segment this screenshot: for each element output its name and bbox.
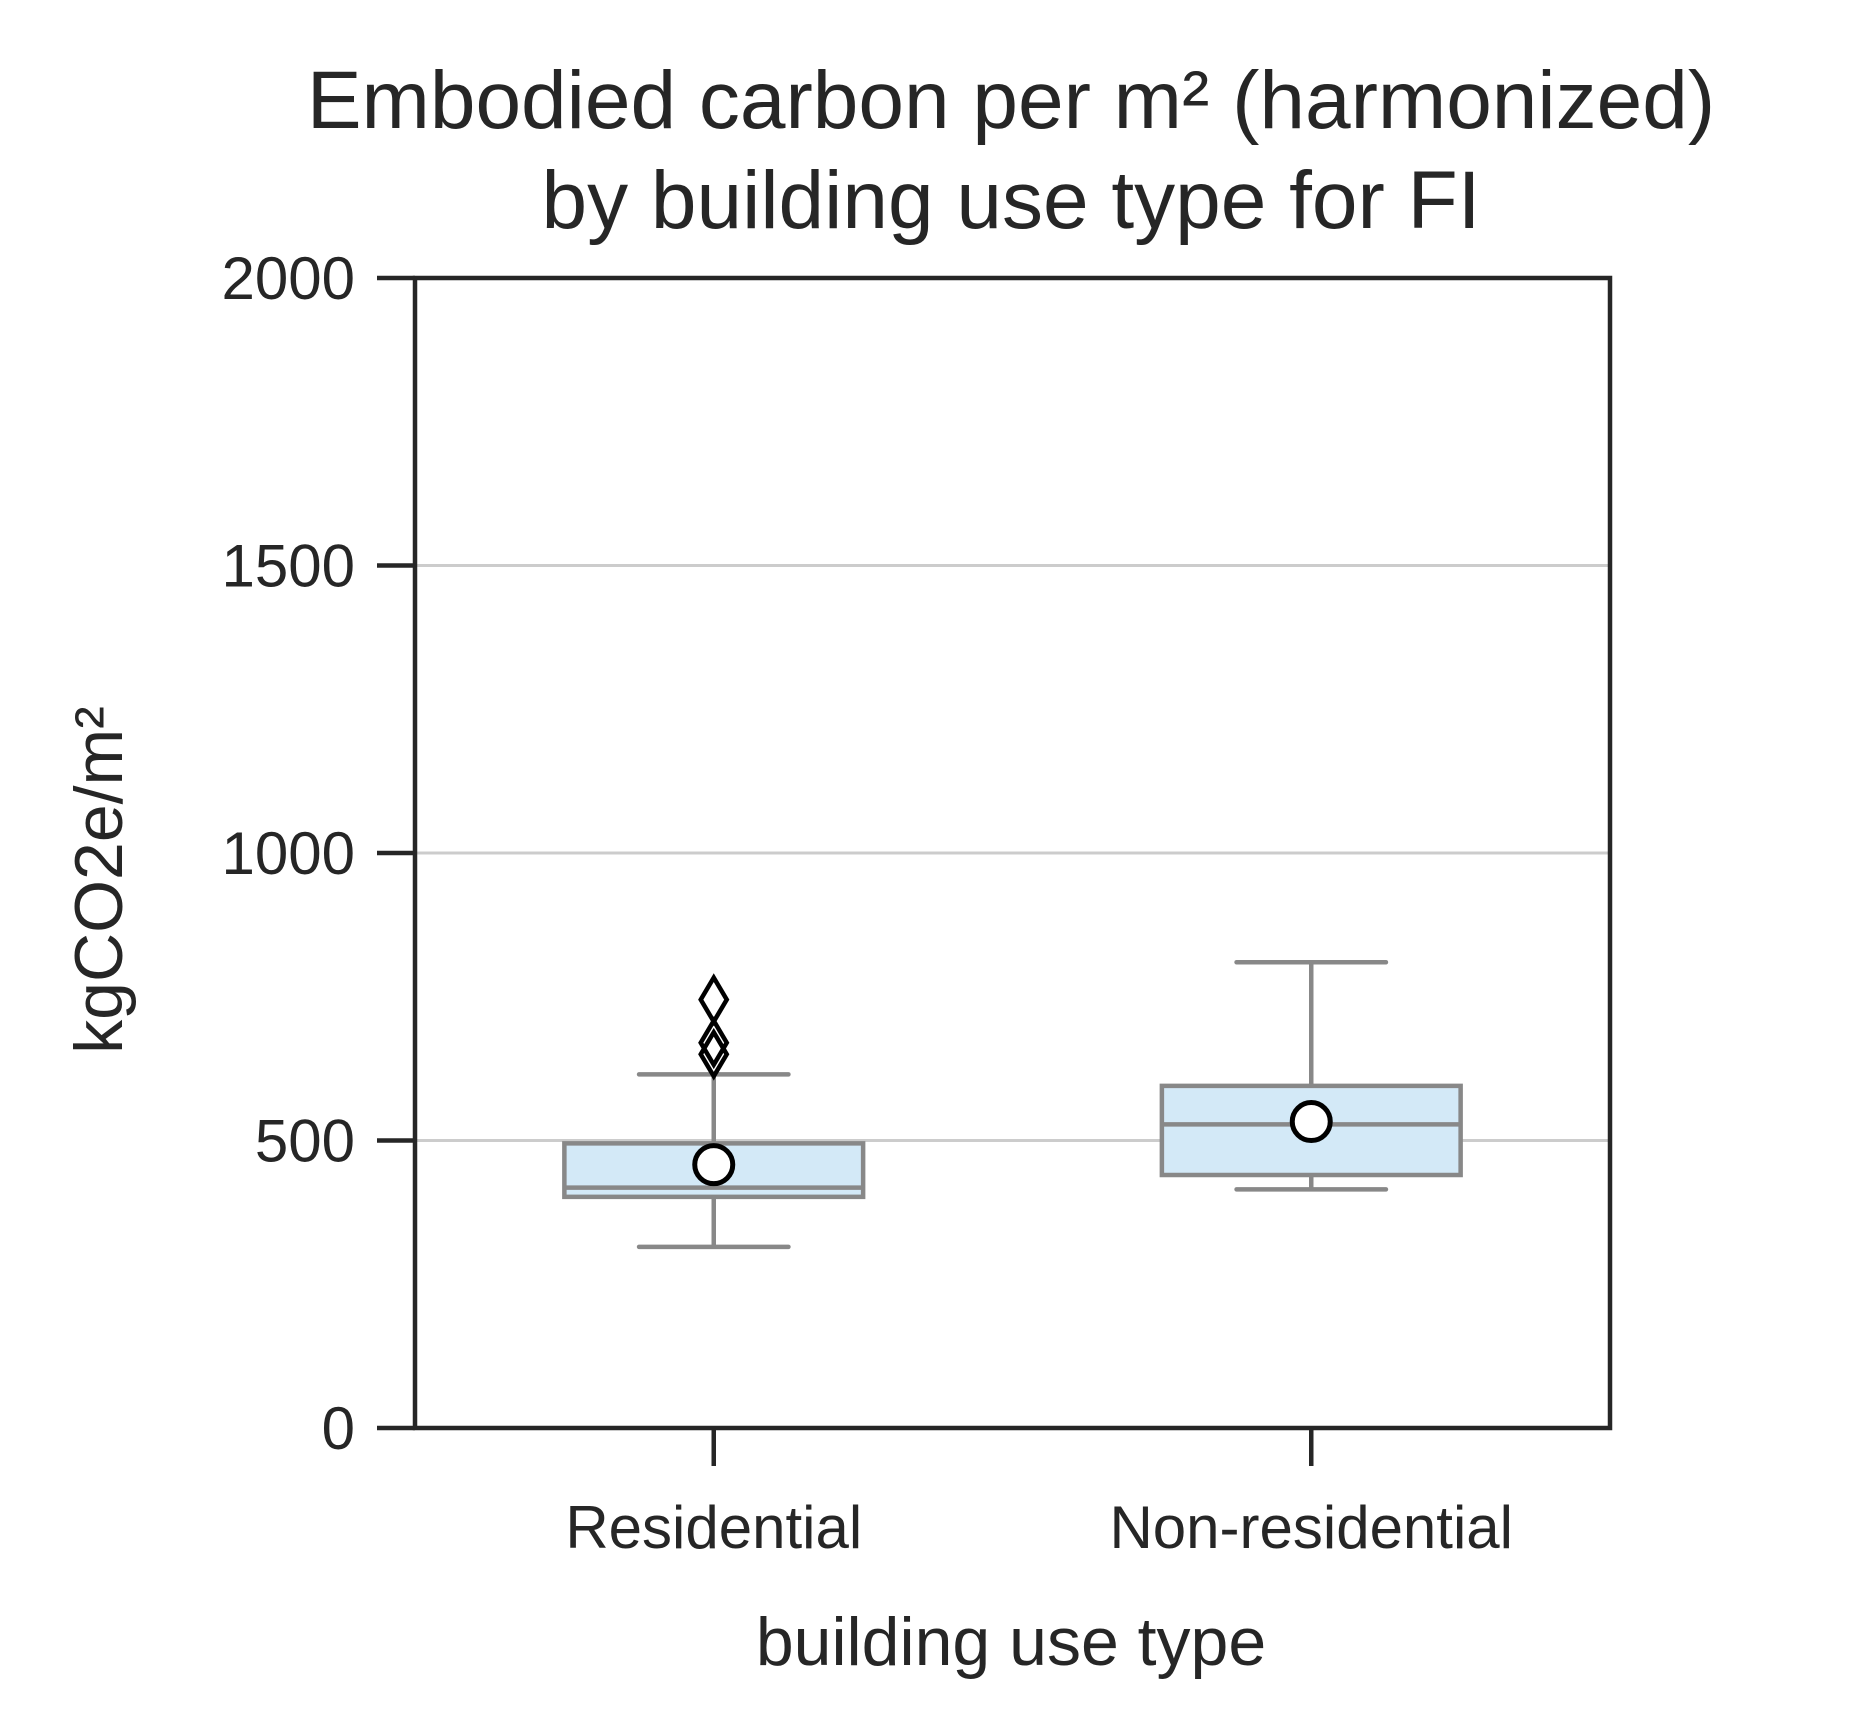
- box-non-residential: [1159, 960, 1463, 1192]
- chart-title-line-2: by building use type for FI: [542, 155, 1481, 246]
- x-tick-label: Non-residential: [1109, 1494, 1513, 1561]
- boxes: [562, 960, 1463, 1250]
- outlier-diamond: [698, 1016, 730, 1070]
- y-axis-label: kgCO2e/m²: [61, 706, 137, 1054]
- x-tick-label: Residential: [565, 1494, 862, 1561]
- axes: 0 500 1000 1500 2000 Residential Non-residenti…: [222, 245, 1613, 1561]
- y-tick-label: 0: [322, 1395, 355, 1462]
- chart-title: Embodied carbon per m² (harmonized) by b…: [307, 55, 1715, 246]
- mean-marker: [1289, 1100, 1333, 1144]
- chart-title-line-1: Embodied carbon per m² (harmonized): [307, 55, 1715, 146]
- box-residential: [562, 973, 866, 1250]
- gridlines: [415, 564, 1610, 1142]
- y-tick-label: 1000: [222, 820, 355, 887]
- mean-marker: [692, 1143, 736, 1187]
- y-tick-label: 2000: [222, 245, 355, 312]
- y-tick-label: 500: [255, 1108, 355, 1175]
- x-axis-label: building use type: [756, 1604, 1266, 1680]
- outlier-diamond: [698, 973, 730, 1027]
- y-tick-label: 1500: [222, 533, 355, 600]
